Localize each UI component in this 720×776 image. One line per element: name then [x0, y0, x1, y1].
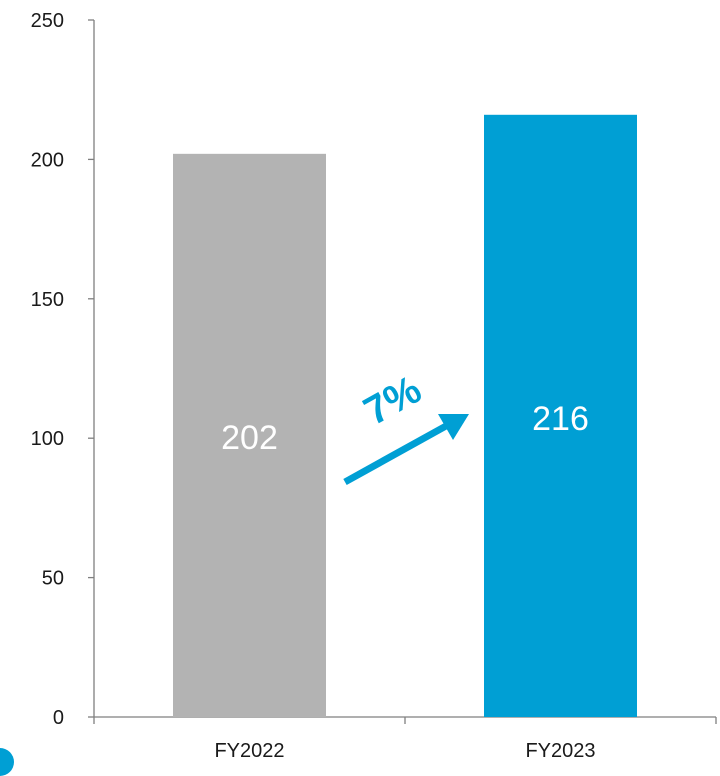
y-tick-label: 100 [31, 428, 64, 450]
y-tick-label: 0 [53, 707, 64, 729]
y-tick-label: 250 [31, 10, 64, 32]
y-tick-label: 150 [31, 289, 64, 311]
bar-data-label: 202 [221, 419, 278, 457]
bar-data-label: 216 [532, 400, 589, 438]
bars: 202 216 [173, 114, 637, 718]
x-axis: FY2022 FY2023 [93, 716, 717, 762]
bar-fy2022 [173, 153, 326, 718]
growth-label: 7% [357, 367, 429, 434]
arrow-up-right-icon [438, 414, 469, 440]
growth-annotation: 7% [343, 367, 469, 486]
bar-fy2023 [484, 114, 637, 718]
y-axis: 0 50 100 150 200 250 [31, 10, 95, 729]
y-tick-label: 50 [42, 568, 64, 590]
x-tick-label: FY2022 [214, 740, 284, 762]
y-tick-label: 200 [31, 149, 64, 171]
growth-arrow-line [343, 422, 448, 486]
x-tick-label: FY2023 [525, 740, 595, 762]
